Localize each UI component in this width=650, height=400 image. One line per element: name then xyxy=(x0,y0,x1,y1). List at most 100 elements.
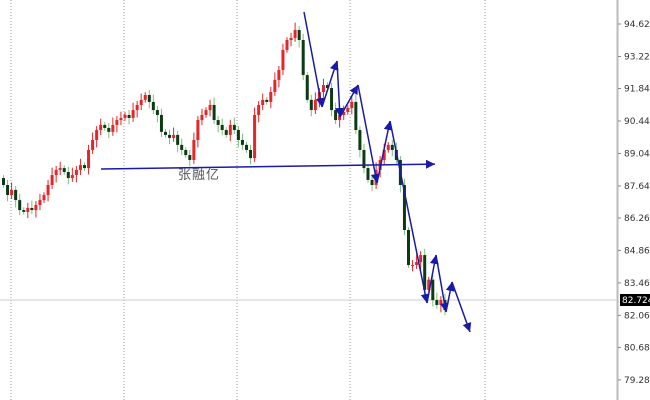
candle-body xyxy=(390,144,394,150)
candle-body xyxy=(407,230,410,266)
candle-body xyxy=(277,69,281,80)
candle-body xyxy=(38,200,42,205)
candle xyxy=(58,161,62,176)
candle xyxy=(155,106,159,123)
candle xyxy=(74,165,78,183)
candle-body xyxy=(58,168,62,170)
candle-body xyxy=(119,117,123,121)
zigzag-arrow xyxy=(445,281,455,313)
candle xyxy=(386,142,390,153)
candle-body xyxy=(50,175,54,186)
candle-body xyxy=(439,300,443,305)
candle xyxy=(70,167,74,182)
candle xyxy=(423,248,427,295)
zigzag-arrow xyxy=(321,60,339,108)
candle xyxy=(350,96,354,115)
candle-body xyxy=(70,175,74,179)
candle-body xyxy=(228,124,232,135)
candle-body xyxy=(192,140,196,160)
candle-body xyxy=(10,189,14,195)
candle-body xyxy=(293,30,297,38)
candle-body xyxy=(427,279,431,290)
candle-body xyxy=(14,189,18,201)
candle-body xyxy=(224,130,228,135)
candle xyxy=(321,78,325,98)
candle-body xyxy=(87,149,91,169)
candle xyxy=(273,72,277,96)
zigzag-arrow xyxy=(376,120,393,184)
candle xyxy=(281,43,285,76)
current-price-box xyxy=(620,293,650,306)
candle xyxy=(111,117,115,136)
candle-body xyxy=(26,207,30,212)
candle xyxy=(431,274,435,307)
candle xyxy=(30,200,34,215)
candle xyxy=(131,102,135,122)
candle xyxy=(212,97,216,124)
y-tick-label: 87.640 xyxy=(624,182,650,192)
candle xyxy=(42,192,46,203)
candle-body xyxy=(2,178,5,186)
candle xyxy=(419,251,423,270)
candle xyxy=(407,227,410,268)
candle xyxy=(261,93,265,111)
candle xyxy=(305,72,309,103)
candle xyxy=(208,99,212,117)
support-line xyxy=(100,159,436,170)
candle xyxy=(115,116,119,133)
candle-body xyxy=(135,104,139,111)
candle xyxy=(249,144,253,165)
candle xyxy=(54,165,58,183)
candle-body xyxy=(350,101,354,108)
candle-body xyxy=(216,120,220,125)
candle xyxy=(164,129,167,138)
candle-body xyxy=(131,110,135,118)
candle xyxy=(87,144,91,175)
candle-body xyxy=(334,110,338,121)
candle-body xyxy=(159,114,163,132)
candle xyxy=(435,292,439,309)
candle-body xyxy=(236,130,240,140)
candle-body xyxy=(297,30,301,41)
candle-body xyxy=(78,165,82,170)
candle-body xyxy=(111,124,115,132)
candle xyxy=(83,162,86,171)
y-tick-label: 80.680 xyxy=(624,343,650,353)
candle xyxy=(289,32,293,47)
candle xyxy=(184,147,188,158)
candle-body xyxy=(212,104,216,121)
zigzag-arrow xyxy=(335,60,345,118)
candle xyxy=(139,93,143,111)
candle xyxy=(228,119,232,142)
candle xyxy=(257,101,261,123)
candle-body xyxy=(261,99,265,105)
candle-body xyxy=(245,144,248,150)
candle xyxy=(358,126,362,158)
candle-body xyxy=(22,210,26,212)
candle-body xyxy=(42,194,46,201)
candle-body xyxy=(123,114,127,118)
candle xyxy=(232,117,236,134)
candle xyxy=(78,158,82,176)
y-tick-label: 89.040 xyxy=(624,149,650,159)
candle xyxy=(38,193,42,211)
candle-body xyxy=(415,262,419,266)
candle-body xyxy=(46,185,50,195)
candle-body xyxy=(423,255,427,290)
candle xyxy=(330,82,334,117)
candle-body xyxy=(155,110,159,115)
candle xyxy=(220,118,224,136)
candle-body xyxy=(74,169,78,176)
candle xyxy=(200,108,204,126)
candle-body xyxy=(265,99,269,102)
candle xyxy=(192,132,196,164)
candle xyxy=(119,111,123,126)
candle-body xyxy=(34,204,38,211)
y-tick-label: 94.620 xyxy=(624,20,650,30)
candle xyxy=(313,92,317,115)
candle xyxy=(366,165,370,183)
candle xyxy=(135,101,139,118)
candle xyxy=(390,139,394,157)
candle xyxy=(127,109,131,125)
